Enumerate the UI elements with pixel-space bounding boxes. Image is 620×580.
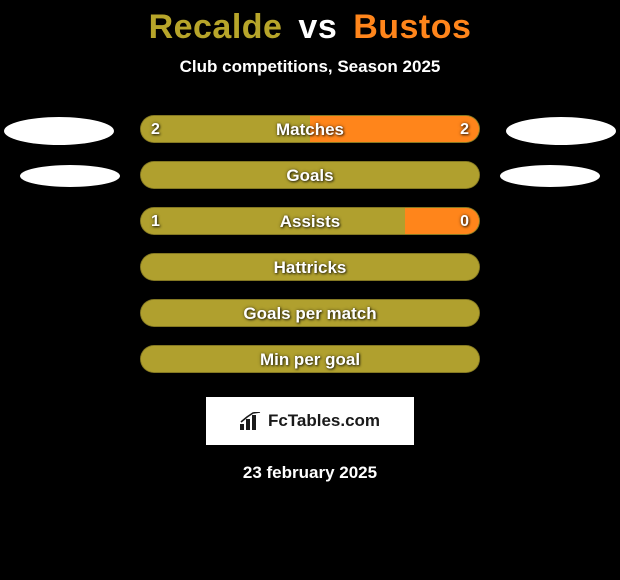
ellipse-left	[4, 117, 114, 145]
subtitle: Club competitions, Season 2025	[0, 57, 620, 77]
stat-rows: Matches22 Goals Assists10 Hattricks Goals pe…	[0, 107, 620, 383]
stat-row: Matches22	[0, 107, 620, 153]
stat-bar: Min per goal	[140, 345, 480, 373]
brand-badge: FcTables.com	[206, 397, 414, 445]
bar-fill-right	[405, 208, 479, 234]
stat-bar: Assists10	[140, 207, 480, 235]
bar-fill-right	[310, 116, 479, 142]
stat-bar: Goals per match	[140, 299, 480, 327]
stat-bar: Hattricks	[140, 253, 480, 281]
title-player2: Bustos	[353, 8, 471, 46]
bar-fill-neutral	[141, 254, 479, 280]
bar-fill-left	[141, 208, 405, 234]
infographic-container: Recalde vs Bustos Club competitions, Sea…	[0, 0, 620, 483]
stat-bar: Matches22	[140, 115, 480, 143]
title: Recalde vs Bustos	[0, 8, 620, 47]
stat-row: Goals	[0, 153, 620, 199]
ellipse-right	[500, 165, 600, 187]
title-vs: vs	[298, 8, 337, 46]
brand-text: FcTables.com	[268, 411, 380, 431]
stat-row: Goals per match	[0, 291, 620, 337]
ellipse-left	[20, 165, 120, 187]
stat-row: Assists10	[0, 199, 620, 245]
bar-fill-neutral	[141, 300, 479, 326]
bar-chart-icon	[240, 412, 262, 430]
bar-fill-left	[141, 116, 310, 142]
ellipse-right	[506, 117, 616, 145]
stat-row: Min per goal	[0, 337, 620, 383]
title-player1: Recalde	[149, 8, 283, 46]
bar-fill-neutral	[141, 346, 479, 372]
stat-bar: Goals	[140, 161, 480, 189]
stat-row: Hattricks	[0, 245, 620, 291]
bar-fill-neutral	[141, 162, 479, 188]
date-text: 23 february 2025	[0, 463, 620, 483]
